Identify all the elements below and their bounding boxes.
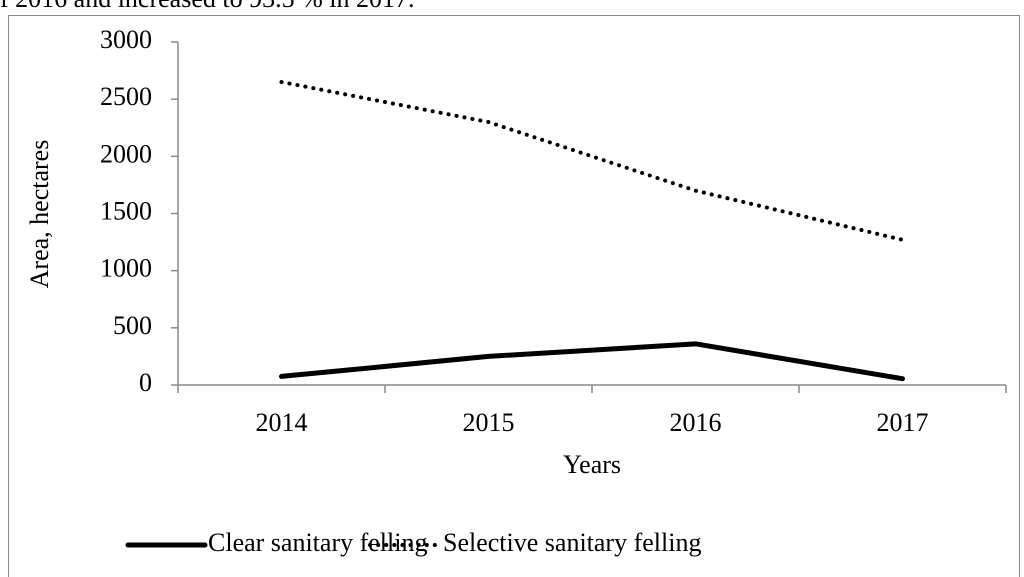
x-axis-label: Years bbox=[563, 450, 621, 479]
y-tick-label: 2000 bbox=[100, 139, 152, 168]
legend-label: Selective sanitary felling bbox=[443, 528, 701, 557]
y-tick-label: 1500 bbox=[100, 196, 152, 225]
legend-label: Clear sanitary felling bbox=[208, 528, 427, 557]
y-tick-label: 3000 bbox=[100, 25, 152, 54]
x-tick-label: 2016 bbox=[670, 408, 722, 437]
series-line bbox=[279, 80, 905, 242]
x-tick-label: 2015 bbox=[463, 408, 515, 437]
y-axis-label: Area, hectares bbox=[25, 140, 54, 289]
x-tick-label: 2017 bbox=[877, 408, 929, 437]
x-tick-label: 2014 bbox=[256, 408, 308, 437]
y-tick-label: 0 bbox=[139, 368, 152, 397]
caption-fragment: f 2016 and increased to 93.5 % in 2017. bbox=[0, 0, 414, 14]
y-tick-label: 500 bbox=[113, 311, 152, 340]
chart-frame bbox=[8, 15, 1020, 577]
y-tick-label: 1000 bbox=[100, 254, 152, 283]
y-tick-label: 2500 bbox=[100, 82, 152, 111]
series-line bbox=[279, 341, 905, 382]
